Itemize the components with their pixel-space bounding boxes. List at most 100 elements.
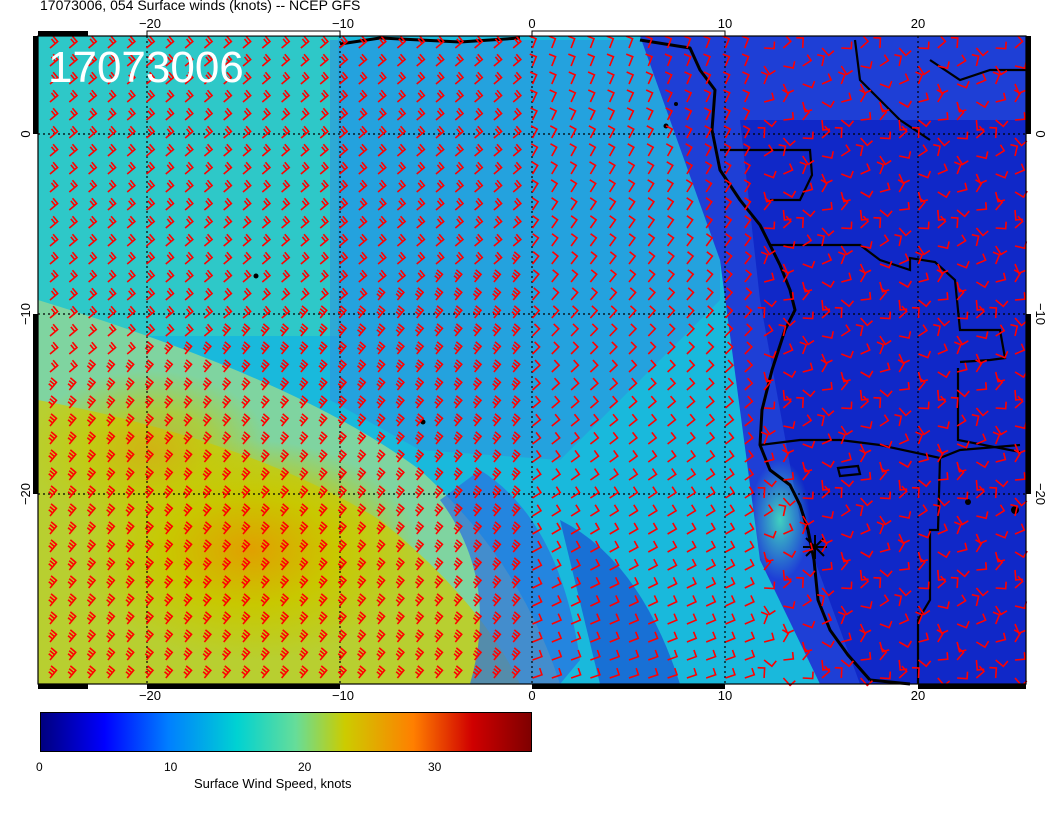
wind-barb: [531, 341, 541, 355]
wind-barb: [956, 389, 970, 398]
wind-barb: [550, 179, 559, 193]
wind-barb: [821, 460, 835, 469]
wind-barb: [937, 370, 951, 379]
wind-barb: [764, 401, 776, 410]
wind-barb: [241, 557, 251, 571]
wind-barb: [223, 53, 233, 67]
wind-barb: [454, 53, 465, 67]
wind-barb: [435, 197, 445, 211]
wind-barb: [512, 215, 522, 229]
wind-barb: [879, 491, 892, 500]
wind-barb: [241, 503, 251, 517]
wind-barb: [763, 425, 776, 436]
wind-barb: [879, 234, 890, 247]
wind-barb: [434, 359, 444, 373]
wind-barb: [821, 433, 833, 445]
wind-barb: [241, 629, 251, 643]
wind-barb: [493, 179, 503, 193]
wind-barb: [570, 486, 581, 499]
wind-barb: [667, 504, 678, 517]
wind-barb: [664, 71, 673, 85]
wind-barb: [568, 71, 577, 85]
wind-barb: [647, 395, 657, 409]
wind-barb: [724, 215, 733, 229]
lat-tick-right: 0: [1033, 130, 1048, 137]
wind-barb: [570, 576, 582, 589]
wind-barb: [511, 629, 521, 643]
wind-barb: [318, 395, 328, 409]
wind-barb: [723, 89, 731, 103]
wind-barb: [300, 197, 310, 211]
wind-barb: [821, 280, 835, 289]
wind-barb: [802, 491, 814, 500]
wind-barb: [860, 241, 873, 250]
wind-barb: [742, 89, 751, 103]
wind-barb: [338, 89, 349, 103]
wind-barb: [744, 377, 754, 391]
wind-barb: [318, 485, 328, 499]
wind-barb: [126, 143, 136, 157]
wind-barb: [609, 522, 620, 535]
wind-barb: [646, 107, 654, 121]
wind-barb: [802, 620, 816, 629]
wind-barb: [783, 61, 796, 70]
wind-barb: [416, 269, 426, 283]
wind-barb: [976, 613, 987, 625]
wind-barb: [338, 215, 349, 229]
wind-barb: [532, 431, 542, 445]
wind-barb: [184, 107, 194, 121]
wind-barb: [686, 215, 694, 229]
wind-barb: [358, 35, 368, 49]
wind-barb: [549, 107, 558, 121]
wind-barb: [840, 605, 854, 616]
wind-barb: [763, 530, 777, 539]
wind-barb: [589, 269, 598, 283]
wind-barb: [395, 503, 405, 517]
wind-barb: [976, 382, 988, 391]
wind-barb: [338, 233, 349, 247]
wind-barb: [841, 581, 853, 590]
wind-barb: [628, 631, 640, 643]
wind-barb: [609, 431, 619, 445]
wind-barb: [414, 539, 425, 553]
wind-barb: [279, 485, 290, 499]
colorbar: [40, 712, 532, 752]
wind-barb: [144, 539, 155, 553]
wind-barb: [918, 170, 932, 179]
wind-barb: [279, 629, 290, 643]
wind-barb: [338, 287, 349, 301]
wind-barb: [68, 197, 79, 211]
wind-barb: [744, 468, 755, 481]
wind-barb: [589, 413, 600, 427]
wind-barb: [532, 449, 542, 463]
wind-barb: [395, 539, 405, 553]
wind-barb: [975, 407, 989, 417]
wind-barb: [1014, 575, 1024, 589]
wind-barb: [609, 595, 620, 607]
wind-barb: [107, 125, 117, 139]
wind-barb: [126, 215, 136, 229]
wind-barb: [763, 350, 777, 359]
wind-barb: [337, 323, 348, 337]
wind-barb: [898, 47, 912, 57]
wind-barb: [337, 557, 348, 571]
wind-barb: [183, 431, 193, 445]
wind-barb: [48, 611, 58, 625]
wind-barb: [551, 613, 563, 625]
wind-barb: [126, 35, 136, 49]
wind-barb: [165, 233, 175, 247]
wind-barb: [106, 575, 116, 589]
wind-barb: [492, 629, 502, 643]
wind-barb: [647, 161, 655, 175]
wind-barb: [396, 197, 407, 211]
wind-barb: [318, 521, 328, 535]
wind-barb: [202, 449, 212, 463]
wind-barb: [570, 323, 580, 337]
wind-barb: [203, 233, 214, 247]
wind-barb: [377, 251, 387, 265]
wind-barb: [956, 362, 968, 373]
wind-barb: [434, 269, 444, 283]
wind-barb: [821, 125, 831, 139]
wind-barb: [802, 389, 816, 398]
wind-barb: [757, 306, 766, 319]
